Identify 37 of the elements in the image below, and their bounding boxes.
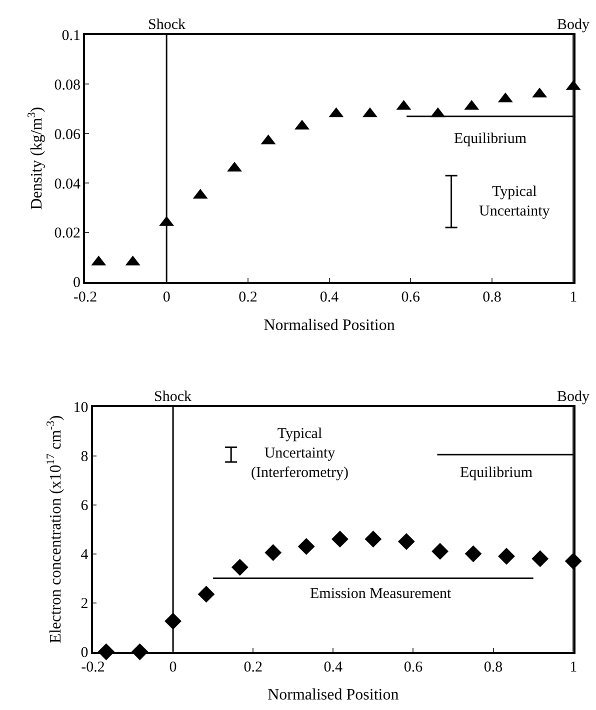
ref-line-label: Body: [557, 389, 590, 405]
annotation: Emission Measurement: [310, 586, 452, 602]
y-tick-label: 0.1: [62, 28, 80, 44]
y-tick-label: 0: [72, 275, 80, 292]
x-tick-label: -0.2: [73, 290, 98, 306]
x-tick-label: 0.6: [401, 290, 421, 306]
x-tick-label: 0.2: [244, 660, 262, 676]
annotation: Equilibrium: [460, 465, 533, 481]
annotation: Typical Uncertainty: [479, 184, 550, 220]
x-tick-label: 1: [570, 660, 578, 676]
x-tick-label: 0.4: [324, 660, 344, 676]
x-tick-label: 0: [169, 660, 177, 676]
y-tick-label: 10: [73, 400, 88, 416]
x-tick-label: 0.8: [482, 290, 502, 306]
y-tick-label: 8: [80, 449, 88, 466]
y-tick-label: 0: [80, 645, 88, 662]
x-tick-label: 1: [570, 290, 578, 306]
ref-line-label: Shock: [154, 389, 192, 405]
y-tick-label: 6: [80, 498, 89, 514]
y-tick-label: 0.04: [54, 176, 81, 192]
x-tick-label: 0: [162, 290, 170, 306]
y-tick-label: 4: [80, 547, 89, 564]
annotation: Typical Uncertainty (Interferometry): [251, 426, 348, 481]
y-tick-label: 0.06: [54, 126, 81, 143]
x-tick-label: 0.4: [320, 290, 340, 306]
x-axis-title: Normalised Position: [268, 686, 399, 704]
ref-line-label: Shock: [148, 17, 186, 33]
y-tick-label: 2: [80, 596, 88, 612]
ref-line-label: Body: [557, 17, 590, 33]
y-tick-label: 0.02: [54, 226, 80, 242]
x-axis-title: Normalised Position: [264, 316, 395, 334]
x-tick-label: 0.6: [404, 660, 424, 676]
x-tick-label: 0.2: [238, 290, 258, 306]
annotation: Equilibrium: [454, 131, 527, 147]
x-tick-label: 0.8: [484, 660, 503, 676]
x-tick-label: -0.2: [81, 660, 105, 676]
y-tick-label: 0.08: [54, 77, 80, 94]
